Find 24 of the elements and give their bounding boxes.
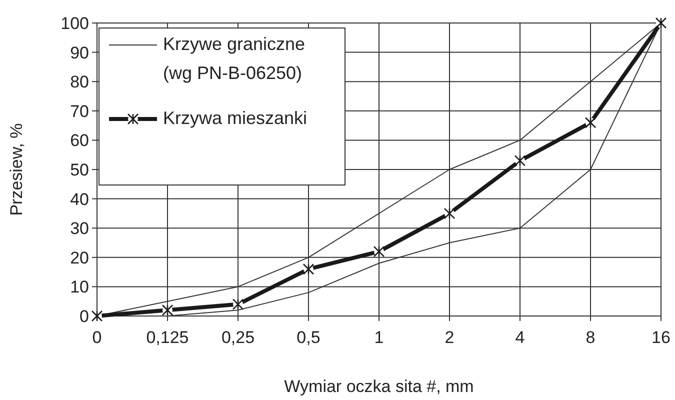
x-axis-title: Wymiar oczka sita #, mm	[284, 377, 474, 396]
y-tick-label: 100	[60, 14, 89, 33]
x-tick-label: 16	[652, 328, 670, 347]
y-tick-label: 70	[70, 102, 89, 121]
x-tick-label: 0,125	[146, 328, 189, 347]
y-tick-label: 0	[80, 306, 89, 326]
x-tick-label: 0,25	[221, 328, 255, 347]
x-tick-label: 2	[444, 328, 454, 347]
x-tick-label: 1	[374, 328, 384, 347]
y-tick-label: 10	[70, 278, 89, 297]
y-tick-label: 80	[70, 72, 89, 92]
annotation: Krzywe graniczne (wg PN-B-06250)	[163, 34, 306, 83]
y-axis-title: Przesiew, %	[7, 123, 26, 216]
legend-label: Krzywa mieszanki	[163, 108, 308, 128]
y-tick-label: 90	[70, 43, 89, 62]
x-tick-label: 8	[586, 328, 596, 347]
y-tick-label: 60	[70, 131, 89, 150]
y-tick-label: 50	[70, 160, 89, 180]
y-tick-label: 40	[70, 190, 89, 209]
y-tick-label: 30	[70, 219, 89, 238]
x-tick-label: 0,5	[296, 328, 320, 347]
x-tick-label: 4	[515, 328, 525, 347]
y-tick-label: 20	[70, 248, 89, 268]
x-tick-label: 0	[92, 328, 102, 347]
